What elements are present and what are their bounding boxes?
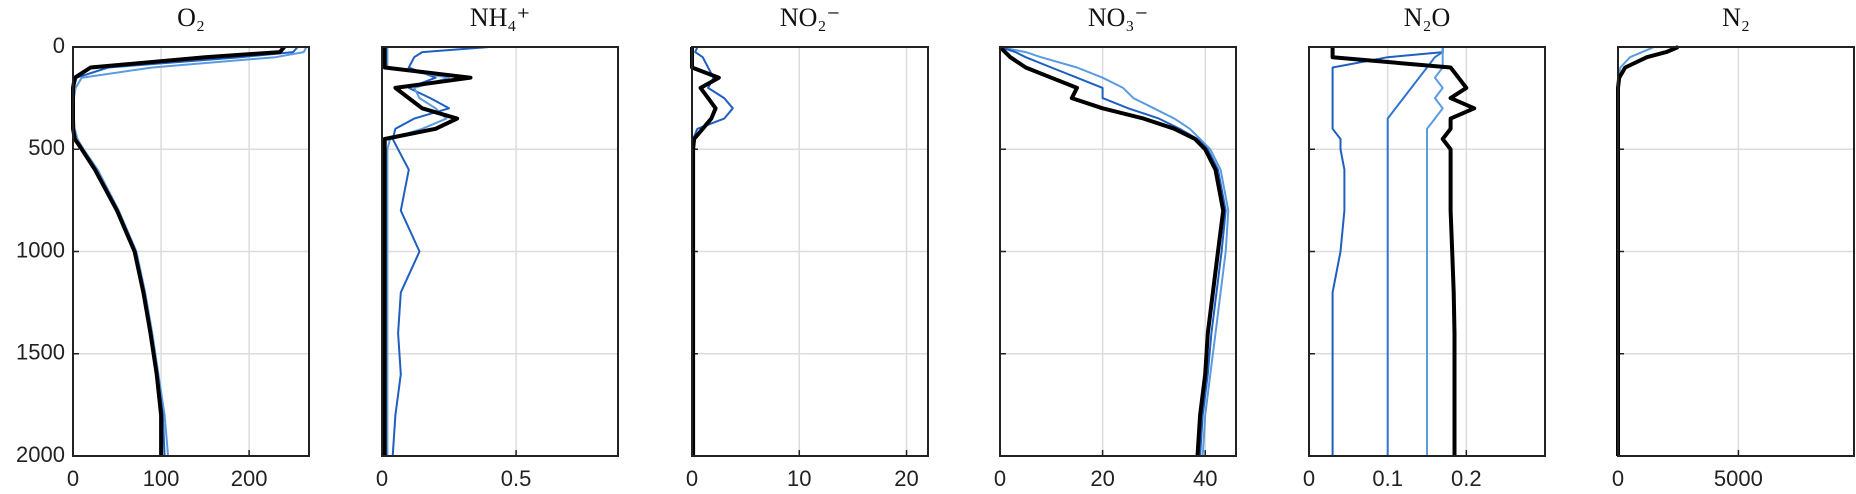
panel-title: N₂O [1404, 3, 1451, 32]
x-tick-label: 40 [1193, 466, 1217, 491]
x-tick-label: 100 [143, 466, 180, 491]
y-tick-label: 2000 [16, 442, 65, 467]
profile-line [1386, 47, 1444, 456]
profile-line [1330, 47, 1477, 456]
profile-line [998, 45, 1226, 457]
x-tick-label: 0.1 [1372, 466, 1403, 491]
axes-box [691, 46, 929, 457]
x-tick-label: 10 [787, 466, 811, 491]
profile-line [382, 47, 473, 456]
x-tick-label: 0 [376, 466, 388, 491]
x-tick-label: 20 [1090, 466, 1114, 491]
profile-line [999, 46, 1230, 457]
panel-title: NO₃⁻ [1088, 3, 1148, 32]
x-tick-label: 0 [994, 466, 1006, 491]
x-tick-label: 200 [231, 466, 268, 491]
y-tick-label: 0 [53, 33, 65, 58]
x-tick-label: 0 [686, 466, 698, 491]
x-tick-label: 0 [1303, 466, 1315, 491]
x-tick-label: 20 [894, 466, 918, 491]
x-tick-label: 0.5 [501, 466, 532, 491]
axes-box [72, 46, 310, 457]
profile-line [690, 47, 721, 456]
x-tick-label: 0 [1612, 466, 1624, 491]
x-tick-label: 0 [67, 466, 79, 491]
y-tick-label: 500 [28, 135, 65, 160]
axes-box [1308, 46, 1546, 457]
y-tick-label: 1500 [16, 340, 65, 365]
panel-title: N₂ [1722, 3, 1750, 32]
axes-box [999, 46, 1237, 457]
profile-line [1331, 47, 1444, 456]
axes-box [381, 46, 619, 457]
axes-box [1617, 46, 1855, 457]
panel-title: NO₂⁻ [780, 3, 840, 32]
x-tick-label: 5000 [1714, 466, 1763, 491]
x-tick-label: 0.2 [1451, 466, 1482, 491]
panel-title: NH₄⁺ [470, 3, 530, 32]
y-tick-label: 1000 [16, 237, 65, 262]
profile-line [1426, 47, 1444, 456]
panel-title: O₂ [177, 3, 205, 32]
